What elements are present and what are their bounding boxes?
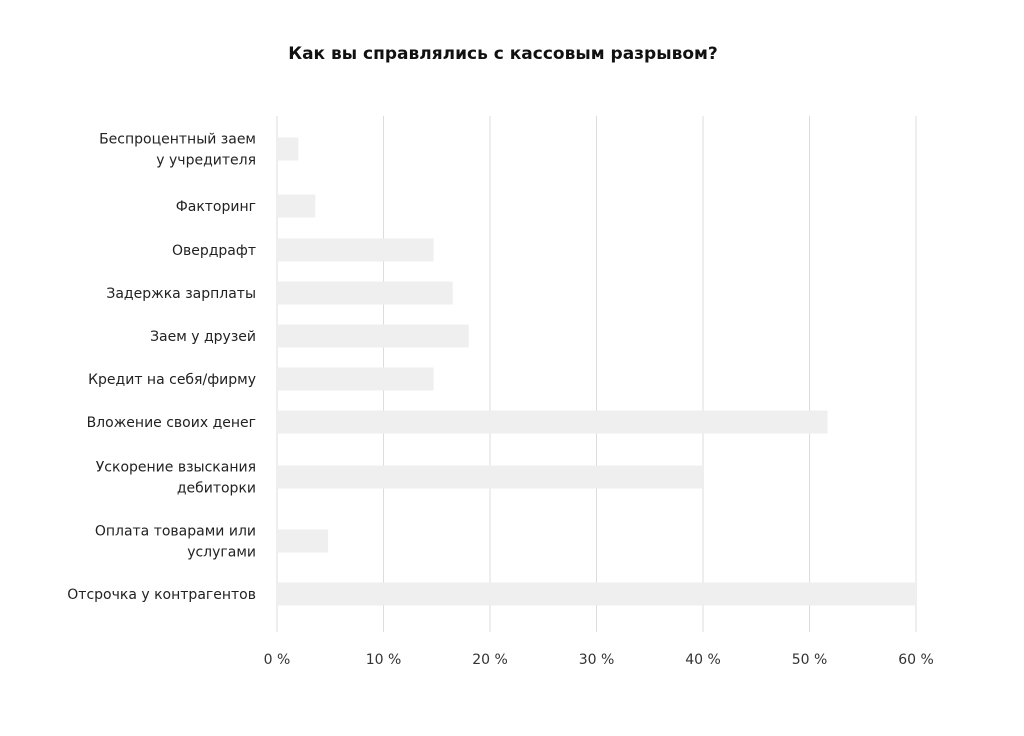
category-label: Заем у друзей	[150, 329, 256, 345]
category-label: Овердрафт	[172, 243, 256, 259]
x-tick-label: 10 %	[366, 652, 402, 668]
category-label: Беспроцентный заем у учредителя	[99, 132, 256, 169]
category-label: Факторинг	[176, 199, 256, 215]
x-tick-label: 20 %	[472, 652, 508, 668]
category-label: Задержка зарплаты	[106, 286, 256, 302]
bar	[277, 238, 434, 262]
category-label: Кредит на себя/фирму	[88, 372, 256, 388]
bar	[277, 194, 316, 218]
x-tick-label: 60 %	[898, 652, 934, 668]
x-tick-label: 50 %	[792, 652, 828, 668]
x-tick-label: 0 %	[264, 652, 291, 668]
category-label: Отсрочка у контрагентов	[67, 587, 256, 603]
chart-title: Как вы справлялись с кассовым разрывом?	[288, 44, 718, 64]
bar	[277, 137, 299, 161]
category-label: Ускорение взыскания дебиторки	[96, 460, 256, 497]
bar	[277, 367, 434, 391]
x-axis-ticks: 0 % 10 % 20 % 30 % 40 % 50 % 60 %	[264, 652, 934, 668]
category-labels: Беспроцентный заем у учредителя Факторинг О…	[67, 132, 256, 604]
bars	[277, 137, 916, 606]
bar	[277, 324, 469, 348]
x-tick-label: 30 %	[579, 652, 615, 668]
category-label: Оплата товарами или услугами	[95, 524, 256, 561]
bar	[277, 465, 703, 489]
bar	[277, 281, 453, 305]
bar	[277, 410, 828, 434]
bar	[277, 529, 329, 553]
category-label: Вложение своих денег	[87, 415, 256, 431]
x-tick-label: 40 %	[685, 652, 721, 668]
bar	[277, 582, 916, 606]
